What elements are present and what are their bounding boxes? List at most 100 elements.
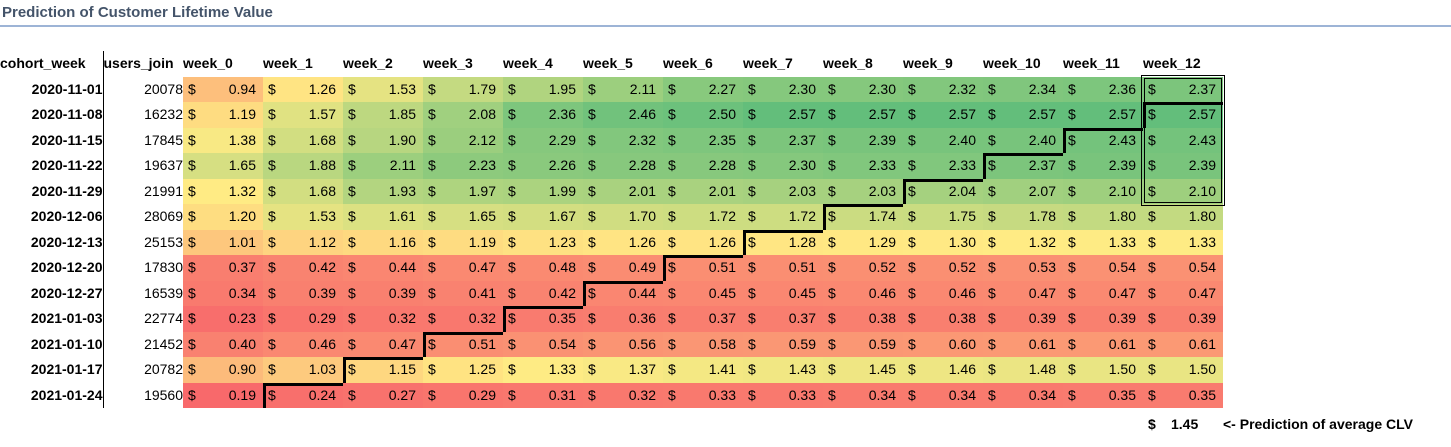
clv-value-cell[interactable]: $0.47 xyxy=(1063,280,1143,306)
cohort-week-cell[interactable]: 2021-01-24 xyxy=(30,386,103,403)
clv-value-cell[interactable]: $0.47 xyxy=(423,255,503,281)
clv-value-cell[interactable]: $2.57 xyxy=(903,102,983,128)
clv-value-cell[interactable]: $0.49 xyxy=(583,255,663,281)
clv-value-cell[interactable]: $2.57 xyxy=(743,102,823,128)
clv-value-cell[interactable]: $1.65 xyxy=(423,204,503,230)
clv-value-cell[interactable]: $2.23 xyxy=(423,153,503,179)
clv-value-cell[interactable]: $0.44 xyxy=(343,255,423,281)
column-header-week-4[interactable]: week_4 xyxy=(503,51,583,77)
clv-value-cell[interactable]: $1.70 xyxy=(583,204,663,230)
cohort-week-cell[interactable]: 2020-12-13 xyxy=(30,233,103,250)
clv-value-cell[interactable]: $2.32 xyxy=(583,127,663,153)
clv-value-cell[interactable]: $0.51 xyxy=(423,331,503,357)
clv-value-cell[interactable]: $2.33 xyxy=(823,153,903,179)
clv-value-cell[interactable]: $0.23 xyxy=(183,306,263,332)
clv-value-cell[interactable]: $1.97 xyxy=(423,178,503,204)
clv-value-cell[interactable]: $0.35 xyxy=(1063,382,1143,408)
clv-value-cell[interactable]: $2.50 xyxy=(663,102,743,128)
clv-value-cell[interactable]: $1.26 xyxy=(583,229,663,255)
clv-value-cell[interactable]: $0.51 xyxy=(663,255,743,281)
clv-value-cell[interactable]: $1.65 xyxy=(183,153,263,179)
users-join-cell[interactable]: 16232 xyxy=(102,102,183,128)
clv-value-cell[interactable]: $0.34 xyxy=(183,280,263,306)
clv-value-cell[interactable]: $0.19 xyxy=(183,382,263,408)
clv-value-cell[interactable]: $1.80 xyxy=(1063,204,1143,230)
clv-value-cell[interactable]: $0.59 xyxy=(823,331,903,357)
clv-value-cell[interactable]: $0.61 xyxy=(1143,331,1223,357)
clv-value-cell[interactable]: $2.27 xyxy=(663,76,743,102)
clv-value-cell[interactable]: $0.54 xyxy=(503,331,583,357)
clv-value-cell[interactable]: $2.32 xyxy=(903,76,983,102)
cohort-week-cell[interactable]: 2021-01-17 xyxy=(30,361,103,377)
clv-value-cell[interactable]: $0.35 xyxy=(1143,382,1223,408)
clv-value-cell[interactable]: $0.42 xyxy=(263,255,343,281)
cohort-week-cell[interactable]: 2020-11-29 xyxy=(31,182,103,199)
column-header-week-0[interactable]: week_0 xyxy=(183,51,263,77)
clv-value-cell[interactable]: $1.93 xyxy=(343,178,423,204)
clv-value-cell[interactable]: $1.03 xyxy=(263,357,343,383)
clv-value-cell[interactable]: $1.01 xyxy=(183,229,263,255)
clv-value-cell[interactable]: $2.46 xyxy=(583,102,663,128)
clv-value-cell[interactable]: $1.43 xyxy=(743,357,823,383)
column-header-week-7[interactable]: week_7 xyxy=(743,51,823,77)
clv-value-cell[interactable]: $0.90 xyxy=(183,357,263,383)
clv-value-cell[interactable]: $2.39 xyxy=(1143,153,1223,179)
users-join-cell[interactable]: 28069 xyxy=(102,204,183,230)
clv-value-cell[interactable]: $1.53 xyxy=(263,204,343,230)
clv-value-cell[interactable]: $0.51 xyxy=(743,255,823,281)
clv-value-cell[interactable]: $0.58 xyxy=(663,331,743,357)
cohort-week-cell[interactable]: 2020-11-15 xyxy=(31,131,103,148)
clv-value-cell[interactable]: $2.12 xyxy=(423,127,503,153)
average-clv-value[interactable]: 1.45 xyxy=(1171,416,1199,432)
users-join-cell[interactable]: 21452 xyxy=(102,331,183,357)
clv-value-cell[interactable]: $2.36 xyxy=(503,102,583,128)
users-join-cell[interactable]: 22774 xyxy=(102,306,183,332)
clv-value-cell[interactable]: $0.60 xyxy=(903,331,983,357)
clv-value-cell[interactable]: $1.29 xyxy=(823,229,903,255)
clv-value-cell[interactable]: $1.50 xyxy=(1143,357,1223,383)
clv-value-cell[interactable]: $0.35 xyxy=(503,306,583,332)
cohort-week-cell[interactable]: 2021-01-03 xyxy=(30,310,103,326)
clv-value-cell[interactable]: $1.85 xyxy=(343,102,423,128)
clv-value-cell[interactable]: $0.31 xyxy=(503,382,583,408)
column-header-week-6[interactable]: week_6 xyxy=(663,51,743,77)
clv-value-cell[interactable]: $2.07 xyxy=(983,178,1063,204)
clv-value-cell[interactable]: $2.43 xyxy=(1143,127,1223,153)
users-join-cell[interactable]: 16539 xyxy=(102,280,183,306)
clv-value-cell[interactable]: $1.99 xyxy=(503,178,583,204)
clv-value-cell[interactable]: $0.32 xyxy=(423,306,503,332)
clv-value-cell[interactable]: $2.11 xyxy=(343,153,423,179)
clv-value-cell[interactable]: $0.39 xyxy=(983,306,1063,332)
column-header-week-5[interactable]: week_5 xyxy=(583,51,663,77)
clv-value-cell[interactable]: $1.67 xyxy=(503,204,583,230)
clv-value-cell[interactable]: $0.59 xyxy=(743,331,823,357)
clv-value-cell[interactable]: $2.03 xyxy=(743,178,823,204)
clv-value-cell[interactable]: $0.46 xyxy=(263,331,343,357)
clv-value-cell[interactable]: $2.28 xyxy=(583,153,663,179)
clv-value-cell[interactable]: $0.47 xyxy=(1143,280,1223,306)
users-join-cell[interactable]: 25153 xyxy=(102,229,183,255)
cohort-week-cell[interactable]: 2020-12-27 xyxy=(30,284,103,301)
clv-value-cell[interactable]: $0.54 xyxy=(1143,255,1223,281)
clv-value-cell[interactable]: $2.10 xyxy=(1143,178,1223,204)
clv-value-cell[interactable]: $1.57 xyxy=(263,102,343,128)
clv-value-cell[interactable]: $0.37 xyxy=(663,306,743,332)
clv-value-cell[interactable]: $1.28 xyxy=(743,229,823,255)
clv-value-cell[interactable]: $0.53 xyxy=(983,255,1063,281)
cohort-week-cell[interactable]: 2020-12-20 xyxy=(30,259,103,275)
clv-value-cell[interactable]: $0.34 xyxy=(903,382,983,408)
clv-value-cell[interactable]: $2.30 xyxy=(743,76,823,102)
clv-value-cell[interactable]: $2.26 xyxy=(503,153,583,179)
clv-value-cell[interactable]: $1.33 xyxy=(503,357,583,383)
clv-value-cell[interactable]: $0.39 xyxy=(1063,306,1143,332)
clv-value-cell[interactable]: $2.30 xyxy=(823,76,903,102)
clv-value-cell[interactable]: $0.61 xyxy=(1063,331,1143,357)
column-header-week-1[interactable]: week_1 xyxy=(263,51,343,77)
clv-value-cell[interactable]: $1.32 xyxy=(983,229,1063,255)
clv-value-cell[interactable]: $0.33 xyxy=(663,382,743,408)
clv-value-cell[interactable]: $1.45 xyxy=(823,357,903,383)
clv-value-cell[interactable]: $1.16 xyxy=(343,229,423,255)
column-header-week-11[interactable]: week_11 xyxy=(1063,51,1143,77)
clv-value-cell[interactable]: $2.57 xyxy=(823,102,903,128)
clv-value-cell[interactable]: $2.39 xyxy=(823,127,903,153)
